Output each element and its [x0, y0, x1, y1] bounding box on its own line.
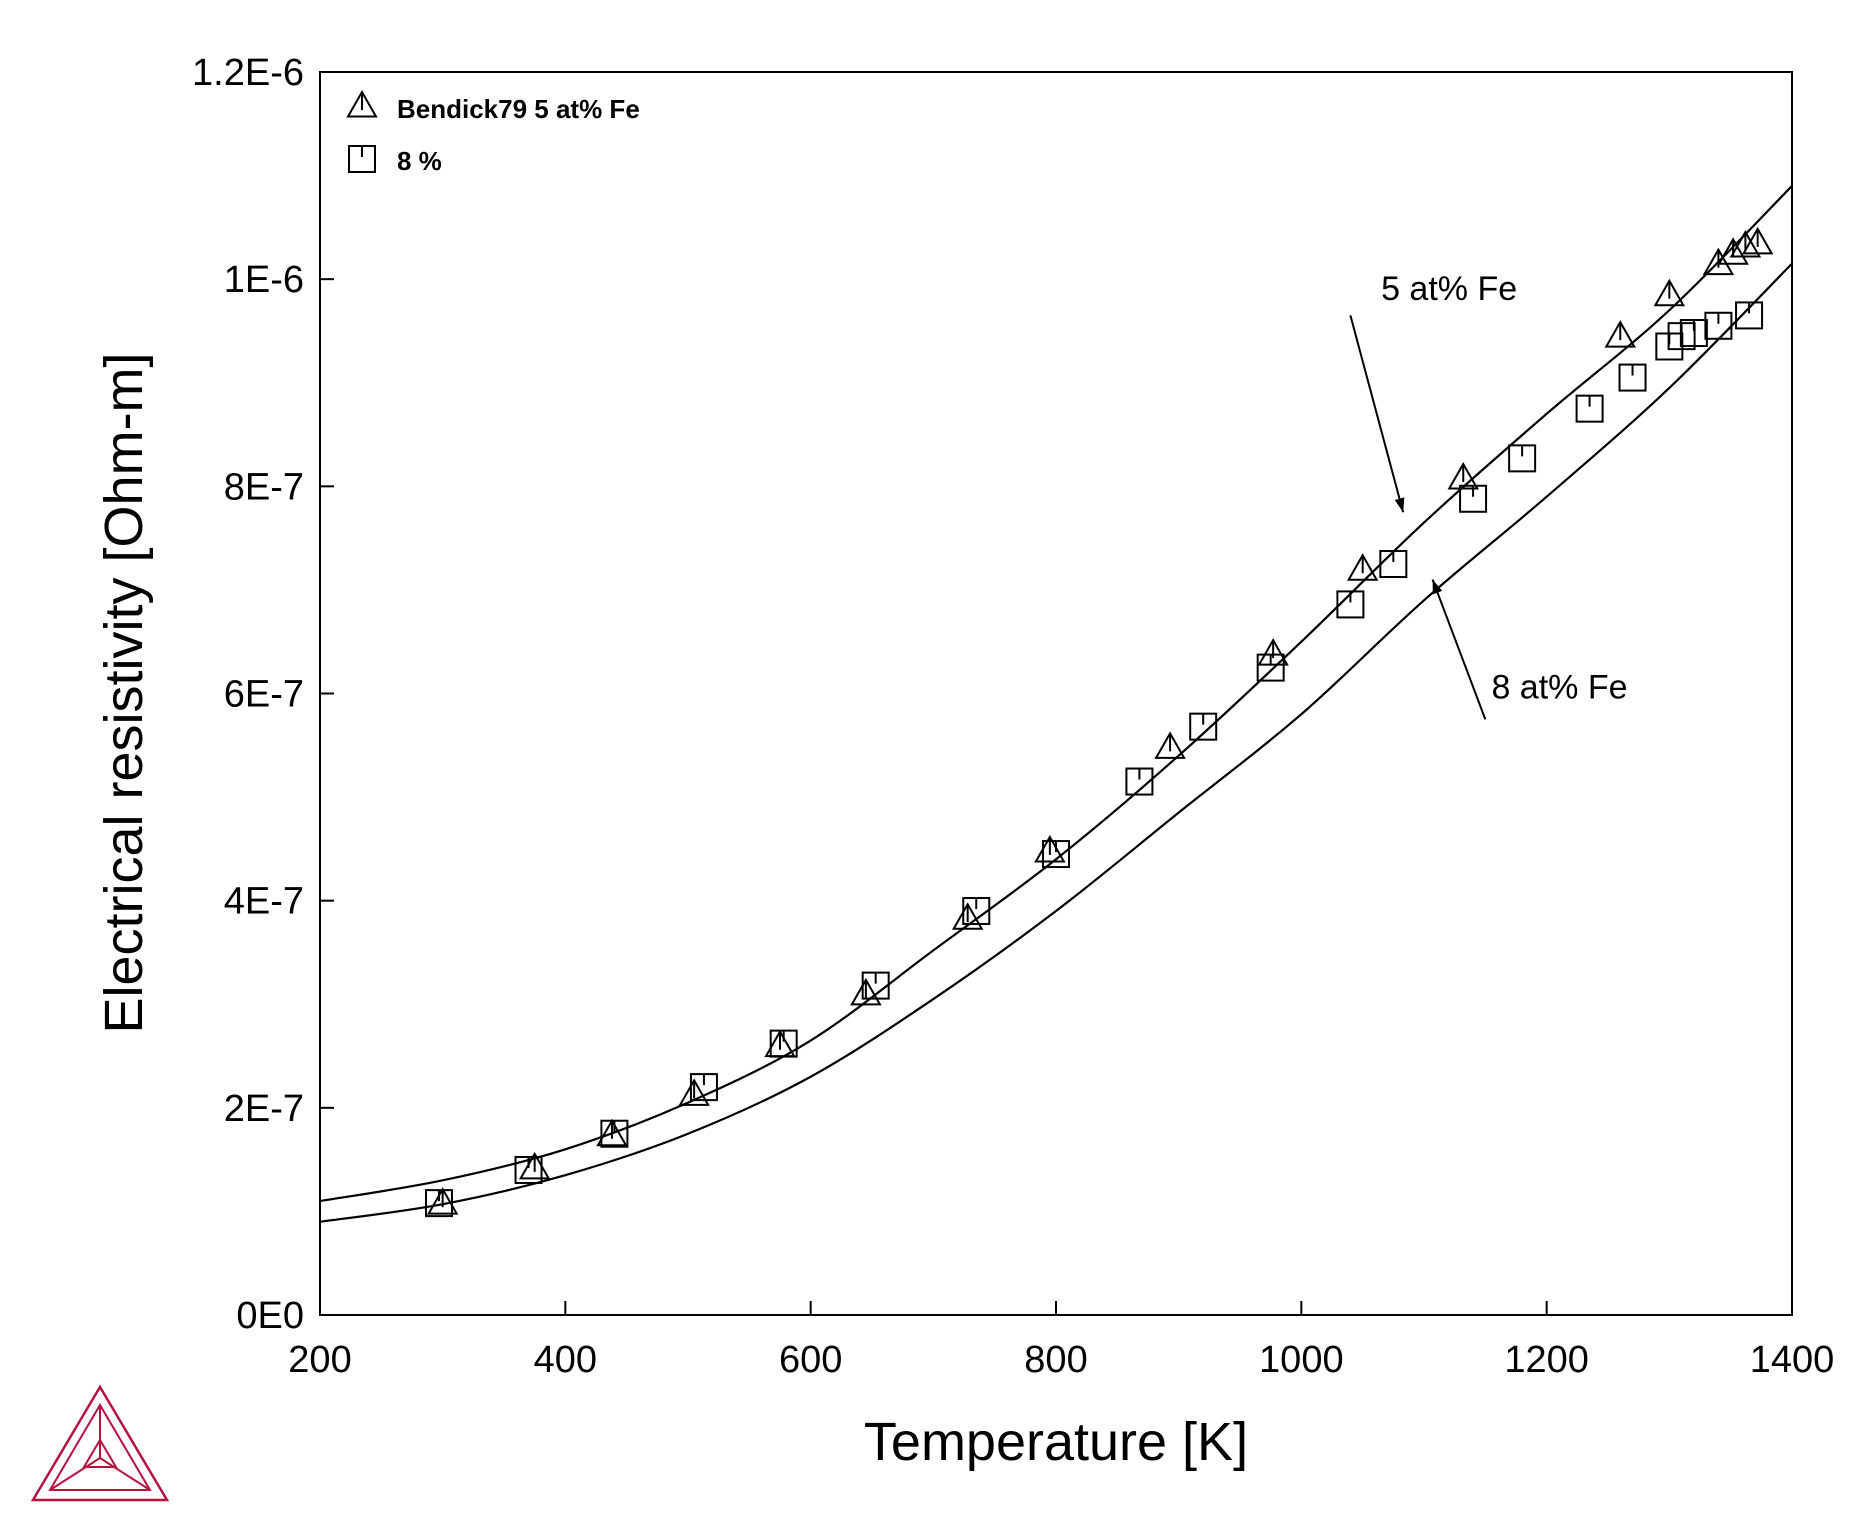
- y-axis-title: Electrical resistivity [Ohm-m]: [94, 352, 154, 1033]
- data-point-square: [1379, 550, 1408, 579]
- data-point-square: [689, 1073, 718, 1102]
- data-point-triangle: [1729, 230, 1762, 258]
- data-point-square: [1735, 301, 1764, 330]
- legend-marker-triangle: [346, 89, 378, 118]
- x-tick-label: 800: [1024, 1339, 1087, 1381]
- thermo-calc-logo: [30, 1384, 170, 1502]
- data-point-square: [1336, 590, 1365, 619]
- data-point-triangle: [951, 902, 984, 930]
- y-tick-label: 1.2E-6: [192, 52, 304, 94]
- data-point-square: [1508, 444, 1537, 473]
- legend-label-square: 8 %: [397, 146, 442, 176]
- scatter-series-square: [424, 301, 1764, 1218]
- data-point-square: [962, 897, 991, 926]
- y-tick-label: 4E-7: [224, 881, 304, 923]
- annotation-arrowhead-1: [1432, 579, 1443, 595]
- legend: Bendick79 5 at% Fe 8 %: [346, 89, 640, 176]
- data-point-triangle: [596, 1118, 628, 1147]
- data-point-triangle: [1604, 320, 1636, 348]
- data-point-triangle: [850, 977, 882, 1006]
- data-point-triangle: [426, 1187, 459, 1215]
- y-tick-label: 6E-7: [224, 674, 304, 716]
- data-point-square: [600, 1119, 629, 1148]
- x-tick-label: 1000: [1259, 1339, 1344, 1381]
- x-tick-label: 1200: [1504, 1339, 1589, 1381]
- curve-line-1: [319, 262, 1793, 1223]
- annotation-layer: 5 at% Fe 8 at% Fe: [1349, 270, 1628, 720]
- x-tick-label: 1400: [1750, 1339, 1835, 1381]
- scatter-series-triangle: [426, 226, 1774, 1215]
- annotation-arrowhead-0: [1394, 497, 1405, 513]
- annotation-arrow-line-1: [1431, 579, 1487, 720]
- y-tick-label: 2E-7: [224, 1088, 304, 1130]
- data-point-square: [769, 1029, 798, 1058]
- annotation-label-0: 5 at% Fe: [1381, 270, 1517, 308]
- data-point-triangle: [678, 1078, 710, 1106]
- y-tick-label: 8E-7: [224, 466, 304, 508]
- data-point-triangle: [1653, 278, 1686, 307]
- annotation-label-1: 8 at% Fe: [1491, 669, 1627, 707]
- x-axis: 200 400 600 800 1000 1200 1400: [288, 1301, 1834, 1381]
- y-tick-label: 1E-6: [224, 259, 304, 301]
- legend-square-symbol: [348, 145, 376, 173]
- curve-line-0: [319, 185, 1793, 1203]
- data-point-square: [1256, 653, 1285, 682]
- x-tick-label: 200: [288, 1339, 351, 1381]
- y-tick-label: 0E0: [236, 1295, 304, 1337]
- data-point-triangle: [1154, 731, 1186, 759]
- data-point-square: [1125, 767, 1154, 796]
- legend-marker-square: [348, 145, 376, 173]
- data-point-triangle: [1741, 226, 1774, 255]
- data-point-square: [424, 1189, 453, 1218]
- data-point-square: [1704, 311, 1733, 340]
- x-tick-label: 400: [534, 1339, 597, 1381]
- data-point-square: [1575, 394, 1604, 423]
- data-point-triangle: [1447, 462, 1479, 490]
- x-axis-title: Temperature [K]: [864, 1412, 1248, 1472]
- series-layer: [319, 185, 1793, 1223]
- y-axis: 0E0 2E-7 4E-7 6E-7 8E-7 1E-6 1.2E-6: [192, 52, 334, 1337]
- annotation-arrow-line-0: [1349, 315, 1405, 513]
- data-point-square: [1618, 363, 1647, 392]
- data-point-square: [861, 971, 890, 1000]
- data-point-square: [1189, 712, 1218, 741]
- data-point-square: [1679, 319, 1708, 348]
- data-point-square: [1459, 484, 1488, 513]
- legend-triangle-symbol: [346, 89, 378, 118]
- legend-label-triangle: Bendick79 5 at% Fe: [397, 94, 640, 124]
- data-point-square: [1042, 840, 1070, 869]
- data-point-square: [514, 1155, 543, 1184]
- x-tick-label: 600: [779, 1339, 842, 1381]
- data-point-triangle: [1346, 553, 1379, 581]
